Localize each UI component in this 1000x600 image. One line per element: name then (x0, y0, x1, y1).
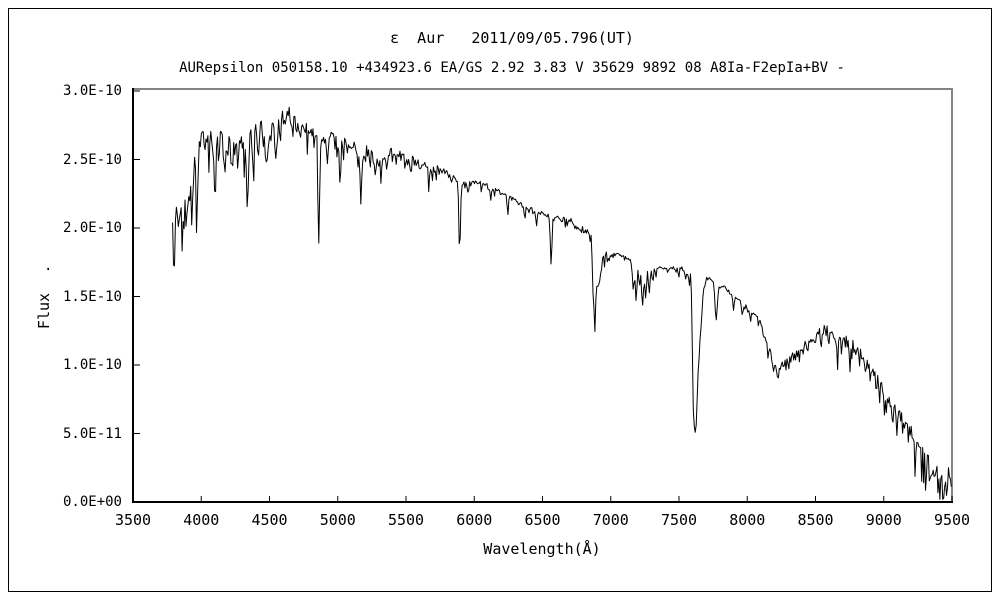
x-tick-label: 9500 (933, 511, 971, 529)
chart-subtitle: AURepsilon 050158.10 +434923.6 EA/GS 2.9… (179, 60, 845, 76)
x-tick-label: 4000 (183, 511, 220, 529)
x-tick-label: 7000 (592, 511, 629, 529)
y-tick-label: 3.0E-10 (62, 83, 122, 99)
x-tick-label: 9000 (865, 511, 902, 529)
x-tick-label: 7500 (660, 511, 698, 529)
spectrum-line (172, 106, 952, 500)
x-tick-label: 6000 (456, 511, 493, 529)
x-tick-label: 8500 (797, 511, 834, 529)
x-tick-label: 6500 (524, 511, 561, 529)
y-tick-label: 2.0E-10 (62, 220, 122, 236)
chart-title: ε Aur 2011/09/05.796(UT) (390, 29, 634, 47)
y-tick-label: 2.5E-10 (62, 151, 122, 168)
x-tick-label: 8000 (729, 511, 766, 529)
y-tick-label: 1.0E-10 (62, 357, 122, 373)
x-tick-label: 3500 (114, 511, 152, 529)
y-tick-label: 1.5E-10 (62, 288, 122, 305)
y-tick-label: 5.0E-11 (62, 425, 122, 442)
page-border (8, 8, 992, 592)
x-axis-title: Wavelength(Å) (483, 540, 601, 558)
y-tick-label: 0.0E+00 (62, 494, 122, 510)
x-tick-label: 5000 (319, 511, 356, 529)
y-axis-stray-dot: . (44, 258, 53, 274)
x-tick-label: 5500 (387, 511, 425, 529)
x-tick-label: 4500 (251, 511, 288, 529)
